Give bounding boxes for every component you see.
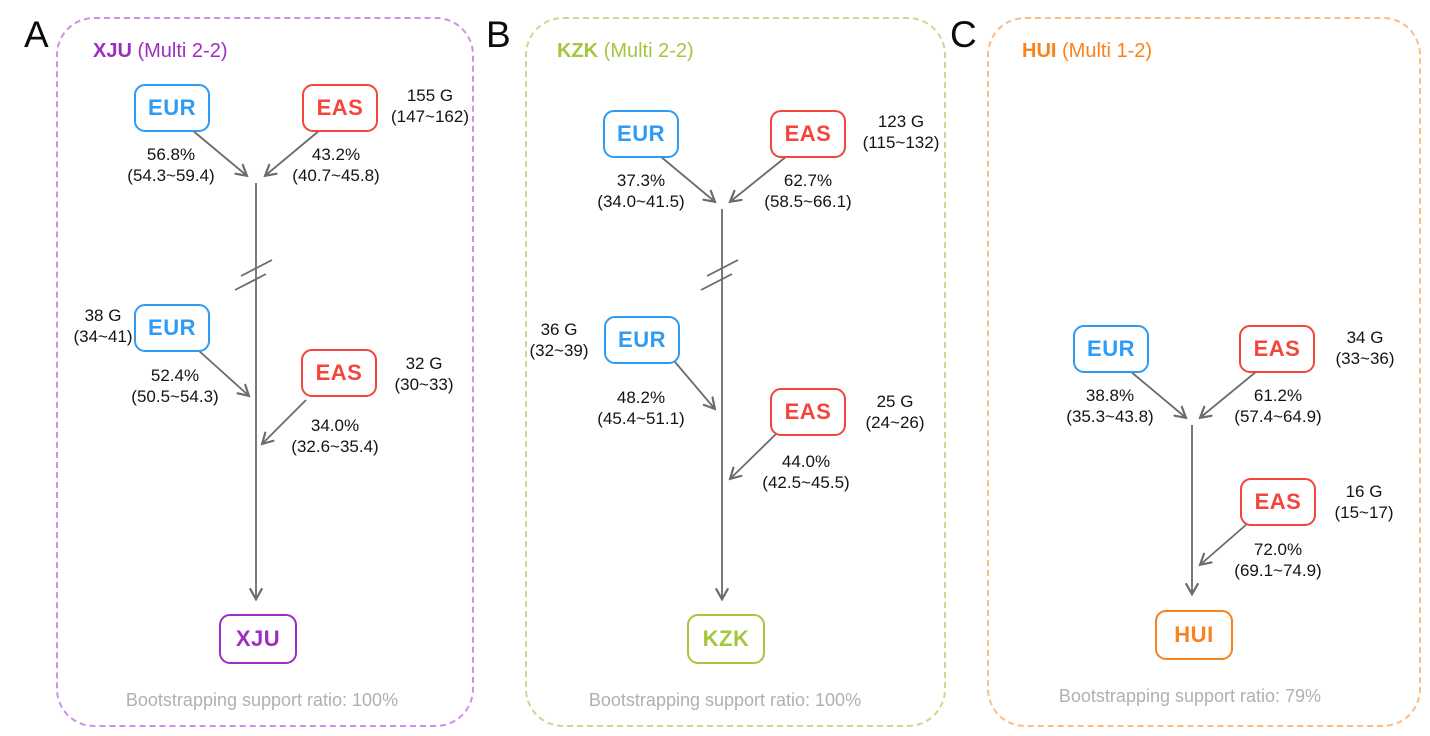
c-admix1-left-percent-label: 38.8% (35.3~43.8) [1055,386,1165,427]
panel-a-title-model: (Multi 2-2) [137,40,228,62]
b-admix2-left-time-label: 36 G (32~39) [518,320,600,361]
a-admix2-right-percent-label: 34.0% (32.6~35.4) [280,416,390,457]
a-admix1-left-percent-label: 56.8% (54.3~59.4) [116,145,226,186]
c-admix1-time-ci: (33~36) [1335,348,1395,368]
a-admix2-left-time-label: 38 G (34~41) [62,306,144,347]
b-admix2-right-pct-ci: (42.5~45.5) [762,472,850,492]
b-admix1-eas-node: EAS [770,110,846,158]
b-bootstrap-text: Bootstrapping support ratio: 100% [588,690,862,710]
c-admix1-right-pct-ci: (57.4~64.9) [1234,406,1322,426]
c-admix2-right-pct: 72.0% [1253,540,1303,559]
c-bootstrap-text: Bootstrapping support ratio: 79% [1058,686,1322,706]
panel-a-frame [56,17,474,727]
b-admix2-left-pct-ci: (45.4~51.1) [597,408,685,428]
c-admix1-right-pct: 61.2% [1253,386,1303,405]
b-admix1-right-percent-label: 62.7% (58.5~66.1) [753,171,863,212]
b-admix2-left-pct: 48.2% [616,388,666,407]
c-admix2-right-pct-ci: (69.1~74.9) [1234,560,1322,580]
a-admix2-left-pct: 52.4% [150,366,200,385]
panel-a-letter: A [24,14,49,55]
a-admix2-right-time-ci: (30~33) [394,374,454,394]
a-admix1-right-percent-label: 43.2% (40.7~45.8) [281,145,391,186]
a-admix2-left-percent-label: 52.4% (50.5~54.3) [120,366,230,407]
panel-b-title-name: KZK [557,40,599,62]
panel-c-title: HUI (Multi 1-2) [1022,40,1152,63]
a-admix1-right-pct: 43.2% [311,145,361,164]
panel-b-title: KZK (Multi 2-2) [557,40,694,63]
c-admix1-time: 34 G [1346,328,1384,347]
c-admix1-eas-node: EAS [1239,325,1315,373]
a-admix1-left-pct-ci: (54.3~59.4) [127,165,215,185]
a-admix1-eur-node: EUR [134,84,210,132]
a-admix2-right-time: 32 G [405,354,443,373]
c-target-node: HUI [1155,610,1233,660]
a-admix2-left-pct-ci: (50.5~54.3) [131,386,219,406]
c-admix2-right-time: 16 G [1345,482,1383,501]
a-target-node: XJU [219,614,297,664]
a-admix1-time-label: 155 G (147~162) [383,86,477,127]
c-admix2-eas-node: EAS [1240,478,1316,526]
a-admix1-time-ci: (147~162) [391,106,469,126]
c-admix2-right-time-ci: (15~17) [1334,502,1394,522]
b-admix1-time: 123 G [877,112,925,131]
b-target-node: KZK [687,614,765,664]
c-admix1-eur-node: EUR [1073,325,1149,373]
panel-c-frame [987,17,1421,727]
panel-a-title-name: XJU [93,40,132,62]
panel-c-title-model: (Multi 1-2) [1062,40,1153,62]
a-bootstrap-text: Bootstrapping support ratio: 100% [125,690,399,710]
a-admix2-eur-node: EUR [134,304,210,352]
b-admix2-left-time: 36 G [540,320,578,339]
panel-c-title-name: HUI [1022,40,1057,62]
panel-c-letter: C [950,14,977,55]
b-admix2-left-time-ci: (32~39) [529,340,589,360]
panel-b-frame [525,17,946,727]
a-admix1-time: 155 G [406,86,454,105]
b-admix2-right-time-ci: (24~26) [865,412,925,432]
b-admix2-eur-node: EUR [604,316,680,364]
a-admix1-eas-node: EAS [302,84,378,132]
panel-b-title-model: (Multi 2-2) [603,40,694,62]
b-admix1-left-percent-label: 37.3% (34.0~41.5) [586,171,696,212]
c-admix1-left-pct: 38.8% [1085,386,1135,405]
c-admix1-left-pct-ci: (35.3~43.8) [1066,406,1154,426]
b-admix1-time-label: 123 G (115~132) [854,112,948,153]
b-admix1-right-pct-ci: (58.5~66.1) [764,191,852,211]
a-admix1-right-pct-ci: (40.7~45.8) [292,165,380,185]
b-admix2-right-time: 25 G [876,392,914,411]
c-admix2-right-percent-label: 72.0% (69.1~74.9) [1223,540,1333,581]
a-admix2-right-pct-ci: (32.6~35.4) [291,436,379,456]
a-admix2-right-time-label: 32 G (30~33) [384,354,464,395]
panel-a-title: XJU (Multi 2-2) [93,40,227,63]
b-admix2-eas-node: EAS [770,388,846,436]
b-admix2-left-percent-label: 48.2% (45.4~51.1) [586,388,696,429]
a-admix2-left-time: 38 G [84,306,122,325]
b-admix1-right-pct: 62.7% [783,171,833,190]
b-admix2-right-pct: 44.0% [781,452,831,471]
c-admix1-time-label: 34 G (33~36) [1325,328,1405,369]
panel-b-letter: B [486,14,511,55]
a-admix1-left-pct: 56.8% [146,145,196,164]
b-admix1-time-ci: (115~132) [862,132,940,152]
b-admix1-left-pct-ci: (34.0~41.5) [597,191,685,211]
a-admix2-eas-node: EAS [301,349,377,397]
b-admix2-right-percent-label: 44.0% (42.5~45.5) [751,452,861,493]
b-admix2-right-time-label: 25 G (24~26) [855,392,935,433]
b-admix1-left-pct: 37.3% [616,171,666,190]
b-admix1-eur-node: EUR [603,110,679,158]
a-admix2-left-time-ci: (34~41) [73,326,133,346]
c-admix2-right-time-label: 16 G (15~17) [1324,482,1404,523]
a-admix2-right-pct: 34.0% [310,416,360,435]
c-admix1-right-percent-label: 61.2% (57.4~64.9) [1223,386,1333,427]
